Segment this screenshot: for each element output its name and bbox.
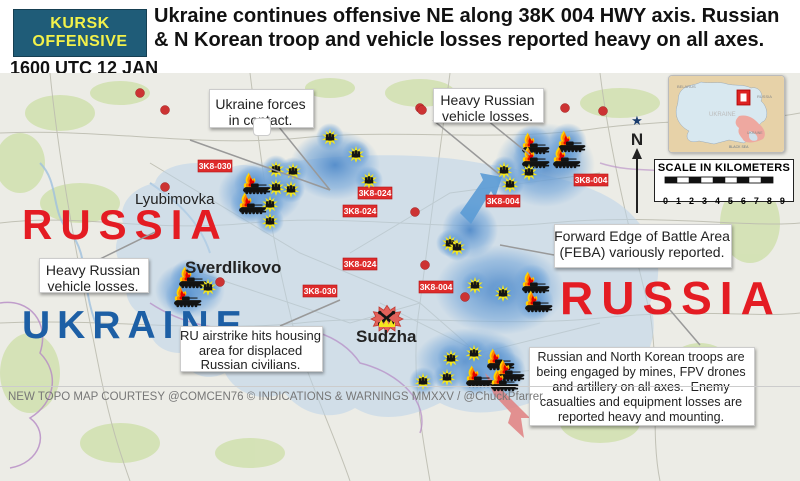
svg-text:3K8-004: 3K8-004 bbox=[575, 175, 608, 185]
svg-text:3K8-004: 3K8-004 bbox=[487, 196, 520, 206]
svg-text:3K8-024: 3K8-024 bbox=[344, 206, 377, 216]
svg-text:3K8-030: 3K8-030 bbox=[304, 286, 337, 296]
svg-text:3K8-024: 3K8-024 bbox=[344, 259, 377, 269]
svg-text:3K8-030: 3K8-030 bbox=[199, 161, 232, 171]
svg-text:★: ★ bbox=[631, 113, 643, 128]
svg-text:UKRAINE: UKRAINE bbox=[709, 112, 736, 118]
svg-text:RUSSIA: RUSSIA bbox=[757, 94, 772, 99]
svg-text:BLACK SEA: BLACK SEA bbox=[729, 145, 749, 149]
svg-text:BELARUS: BELARUS bbox=[677, 84, 696, 89]
svg-text:UKRAINE: UKRAINE bbox=[747, 131, 763, 135]
svg-text:3K8-004: 3K8-004 bbox=[420, 282, 453, 292]
svg-text:N: N bbox=[631, 130, 643, 149]
svg-text:3K8-024: 3K8-024 bbox=[359, 188, 392, 198]
